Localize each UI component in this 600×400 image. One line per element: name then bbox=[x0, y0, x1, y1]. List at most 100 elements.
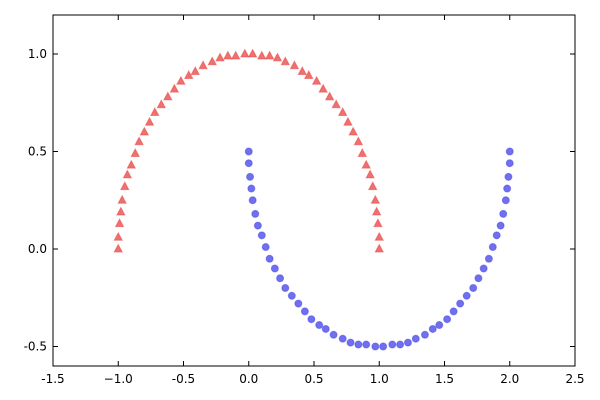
point bbox=[253, 221, 262, 230]
point bbox=[343, 116, 353, 126]
point bbox=[484, 254, 493, 263]
point bbox=[264, 50, 275, 60]
point bbox=[496, 221, 505, 230]
point bbox=[163, 91, 173, 101]
point bbox=[156, 99, 167, 109]
point bbox=[331, 99, 342, 109]
point bbox=[116, 206, 126, 216]
point bbox=[294, 299, 303, 308]
point bbox=[134, 136, 144, 146]
x-tick-label: 1.5 bbox=[435, 372, 454, 386]
point bbox=[122, 169, 133, 179]
point bbox=[365, 169, 375, 179]
point bbox=[281, 284, 290, 292]
point bbox=[488, 243, 497, 252]
point bbox=[348, 126, 358, 136]
point bbox=[373, 218, 383, 228]
point bbox=[176, 75, 186, 85]
point bbox=[169, 83, 180, 93]
point bbox=[272, 52, 283, 62]
point bbox=[139, 126, 150, 136]
point bbox=[462, 291, 471, 300]
x-tick-label: 2.0 bbox=[500, 372, 519, 386]
point bbox=[396, 340, 405, 349]
point bbox=[371, 342, 380, 351]
point bbox=[300, 307, 309, 316]
point bbox=[379, 342, 388, 351]
point bbox=[318, 83, 328, 93]
point bbox=[374, 231, 385, 241]
point bbox=[354, 340, 363, 349]
point bbox=[346, 338, 355, 347]
x-tick-label: 2.5 bbox=[565, 372, 584, 386]
point bbox=[374, 243, 385, 253]
point bbox=[435, 321, 444, 330]
point bbox=[449, 307, 458, 316]
point bbox=[297, 65, 308, 76]
x-tick-label: -1.5 bbox=[41, 372, 64, 386]
point bbox=[357, 147, 368, 157]
point bbox=[469, 284, 478, 292]
point bbox=[329, 330, 338, 339]
point bbox=[183, 69, 194, 79]
point bbox=[315, 321, 324, 330]
point bbox=[479, 264, 488, 273]
point bbox=[223, 50, 233, 60]
point bbox=[215, 52, 225, 62]
x-tick-label: 0.0 bbox=[239, 372, 258, 386]
point bbox=[257, 231, 266, 240]
x-tick-label: -0.5 bbox=[172, 372, 195, 386]
point bbox=[247, 48, 258, 58]
point bbox=[270, 264, 279, 273]
point bbox=[207, 56, 218, 66]
point bbox=[113, 243, 124, 253]
point bbox=[370, 194, 381, 204]
plot-frame bbox=[52, 14, 576, 367]
point bbox=[289, 60, 300, 70]
point bbox=[240, 48, 250, 58]
point bbox=[311, 75, 322, 85]
point bbox=[337, 106, 348, 116]
x-tick-label: 0.5 bbox=[304, 372, 323, 386]
point bbox=[307, 315, 316, 324]
point bbox=[287, 291, 296, 300]
point bbox=[190, 65, 201, 76]
point bbox=[256, 50, 267, 60]
point bbox=[428, 324, 437, 333]
point bbox=[505, 159, 514, 168]
point bbox=[261, 243, 270, 252]
y-tick-label: 1.0 bbox=[28, 47, 47, 61]
x-tick-label: 1.0 bbox=[370, 372, 389, 386]
point bbox=[411, 334, 420, 343]
point bbox=[119, 181, 130, 191]
point bbox=[371, 206, 382, 216]
point bbox=[361, 159, 372, 169]
point bbox=[265, 254, 274, 263]
point bbox=[248, 196, 257, 205]
y-tick-label: 0.5 bbox=[28, 145, 47, 159]
y-tick-label: -0.5 bbox=[24, 340, 47, 354]
point bbox=[388, 340, 397, 349]
point bbox=[126, 159, 137, 169]
point bbox=[321, 324, 330, 333]
point bbox=[244, 147, 253, 156]
point bbox=[251, 209, 260, 218]
point bbox=[130, 147, 141, 157]
x-tick-label: −1.0 bbox=[104, 372, 133, 386]
point bbox=[362, 340, 371, 349]
point bbox=[492, 231, 501, 240]
point bbox=[244, 159, 253, 168]
point bbox=[501, 196, 510, 205]
point bbox=[353, 136, 364, 146]
point bbox=[276, 274, 285, 283]
point bbox=[114, 218, 125, 228]
point bbox=[403, 338, 412, 347]
point bbox=[474, 274, 483, 283]
point bbox=[247, 184, 256, 193]
point bbox=[324, 91, 335, 101]
y-tick-label: 0.0 bbox=[28, 242, 47, 256]
point bbox=[338, 334, 347, 343]
point bbox=[117, 194, 127, 204]
